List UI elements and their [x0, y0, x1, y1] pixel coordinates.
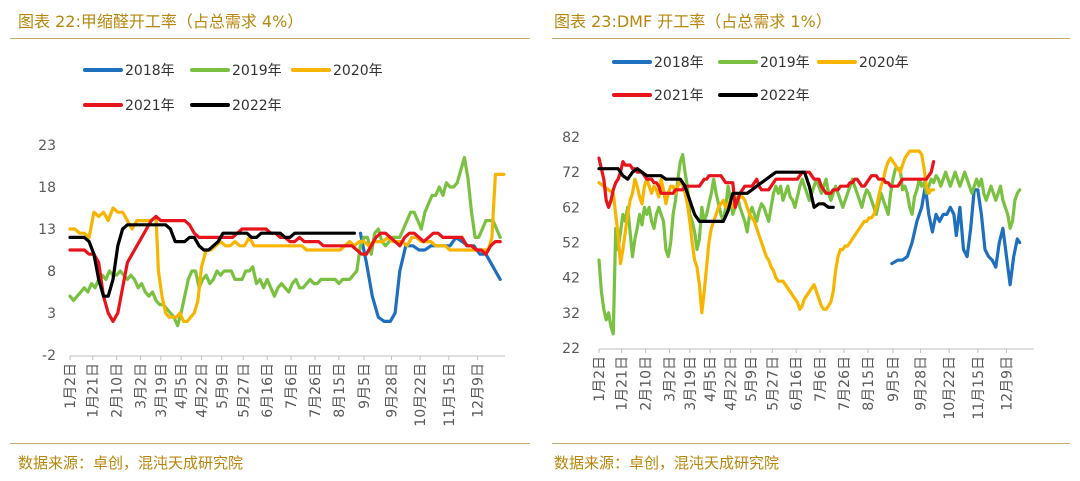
- y-tick-label: 42: [562, 271, 580, 287]
- y-tick-label: 22: [562, 341, 580, 357]
- chart-svg-23: 22 32 42 52 62 72 82 1月2日 1月21日 2月10日 3月2日 3月19日 4月5…: [562, 55, 1034, 420]
- x-tick-label: 6月16日: [260, 363, 276, 418]
- chart-source: 数据来源：卓创，混沌天成研究院: [18, 454, 244, 472]
- series-line-2022: [597, 167, 835, 223]
- x-tick-label: 7月6日: [284, 363, 300, 409]
- x-tick-label: 7月6日: [813, 356, 829, 402]
- x-tick-label: 8月15日: [861, 356, 877, 411]
- x-tick-label: 9月5日: [357, 363, 373, 409]
- x-tick-label: 9月5日: [886, 356, 902, 402]
- legend-label: 2020年: [859, 55, 909, 71]
- x-tick-label: 9月28日: [384, 363, 400, 418]
- series-line-2022: [68, 223, 356, 298]
- x-tick-label: 3月19日: [154, 363, 170, 418]
- x-tick-label: 3月2日: [663, 356, 679, 402]
- series-line-2018: [358, 231, 502, 323]
- y-tick-label: 32: [562, 306, 580, 322]
- legend-label: 2022年: [232, 98, 282, 114]
- x-tick-label: 1月2日: [592, 356, 608, 402]
- chart-source: 数据来源：卓创，混沌天成研究院: [554, 454, 780, 472]
- top-rule: [552, 38, 1070, 39]
- x-tick-label: 10月22日: [413, 363, 429, 427]
- x-tick-label: 4月5日: [174, 363, 190, 409]
- x-tick-label: 7月26日: [837, 356, 853, 411]
- x-tick-label: 9月28日: [913, 356, 929, 411]
- chart-title: 图表 22:甲缩醛开工率（占总需求 4%）: [18, 12, 304, 31]
- series-line-2018: [890, 184, 1022, 287]
- y-tick-label: 18: [38, 180, 56, 196]
- legend-label: 2019年: [760, 55, 810, 71]
- bottom-rule: [552, 443, 1070, 444]
- x-tick-label: 1月21日: [86, 363, 102, 418]
- legend-label: 2020年: [333, 63, 383, 79]
- top-rule: [10, 38, 530, 39]
- x-tick-label: 4月22日: [194, 363, 210, 418]
- x-tick-label: 6月16日: [789, 356, 805, 411]
- x-tick-label: 2月10日: [110, 363, 126, 418]
- y-tick-label: 82: [562, 130, 580, 146]
- series-line-2019: [597, 153, 1022, 336]
- x-tick-label: 5月9日: [215, 363, 231, 409]
- legend-label: 2022年: [760, 88, 810, 104]
- chart-panel-23: 图表 23:DMF 开工率（占总需求 1%） 22 32 42 52 62 72 82 1月2…: [542, 0, 1080, 481]
- series-line-2021: [68, 214, 502, 323]
- y-tick-label: -2: [42, 348, 56, 364]
- x-tick-label: 5月27日: [236, 363, 252, 418]
- x-tick-label: 1月21日: [615, 356, 631, 411]
- legend-label: 2018年: [654, 55, 704, 71]
- x-tick-label: 5月27日: [765, 356, 781, 411]
- x-tick-label: 4月22日: [723, 356, 739, 411]
- y-tick-label: 8: [47, 264, 56, 280]
- y-tick-label: 62: [562, 200, 580, 216]
- x-tick-label: 11月15日: [442, 363, 458, 427]
- series-line-2021: [597, 156, 936, 209]
- x-tick-label: 8月15日: [332, 363, 348, 418]
- legend-label: 2021年: [654, 88, 704, 104]
- series-line-2020: [68, 172, 506, 323]
- series-line-2019: [68, 156, 502, 328]
- bottom-rule: [10, 443, 530, 444]
- y-tick-label: 52: [562, 236, 580, 252]
- y-tick-label: 13: [38, 222, 56, 238]
- y-tick-label: 72: [562, 165, 580, 181]
- x-tick-label: 3月2日: [134, 363, 150, 409]
- x-tick-label: 4月5日: [703, 356, 719, 402]
- x-tick-label: 12月9日: [471, 363, 487, 418]
- y-tick-label: 23: [38, 138, 56, 154]
- legend-label: 2021年: [125, 98, 175, 114]
- chart-svg-22: -2 3 8 13 18 23 1月2日 1月21日 2月10日 3月2日 3月19日 4月5日 4月2…: [38, 63, 506, 427]
- legend-label: 2019年: [232, 63, 282, 79]
- chart-title: 图表 23:DMF 开工率（占总需求 1%）: [554, 12, 832, 31]
- x-tick-label: 10月22日: [942, 356, 958, 420]
- x-tick-label: 2月10日: [639, 356, 655, 411]
- x-tick-label: 7月26日: [308, 363, 324, 418]
- x-tick-label: 3月19日: [683, 356, 699, 411]
- legend-label: 2018年: [125, 63, 175, 79]
- series-line-2020: [597, 149, 936, 315]
- x-tick-label: 12月9日: [1000, 356, 1016, 411]
- x-tick-label: 1月2日: [63, 363, 79, 409]
- y-tick-label: 3: [47, 306, 56, 322]
- x-tick-label: 5月9日: [744, 356, 760, 402]
- x-tick-label: 11月15日: [971, 356, 987, 420]
- chart-panel-22: 图表 22:甲缩醛开工率（占总需求 4%） -2 3 8 13 18 23 1月2日 1月21…: [10, 12, 530, 472]
